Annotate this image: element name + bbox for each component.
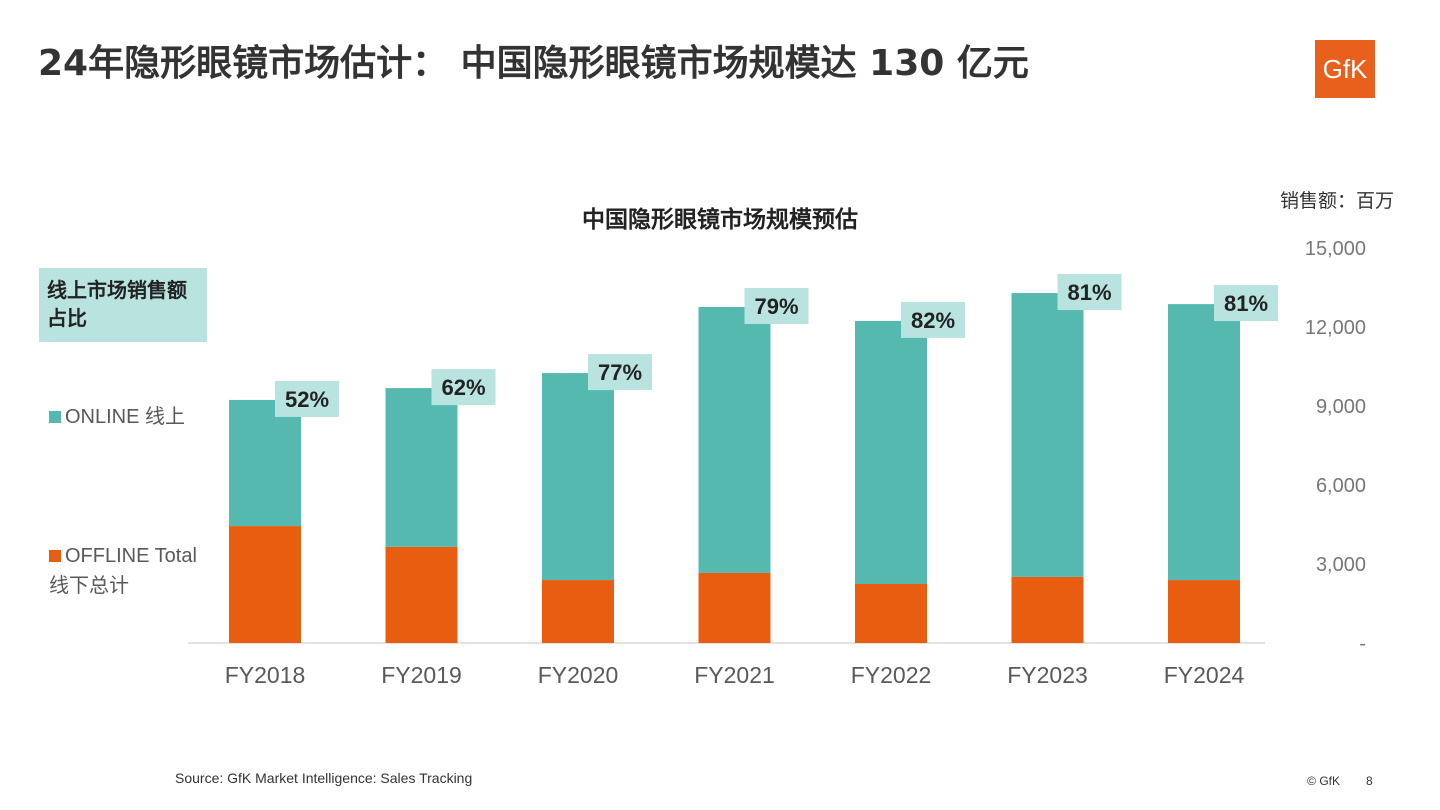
bar-online (229, 399, 301, 527)
share-label: 79% (754, 294, 798, 319)
share-label: 81% (1067, 280, 1111, 305)
page-title: 24年隐形眼镜市场估计： 中国隐形眼镜市场规模达 130 亿元 (38, 43, 1029, 84)
page-number: 8 (1366, 774, 1373, 788)
share-label-bg (744, 287, 809, 324)
share-legend-box: 线上市场销售额占比 (39, 268, 207, 342)
bar-offline (698, 572, 771, 643)
y-tick-label: 15,000 (1305, 238, 1366, 260)
x-tick-label: FY2023 (1007, 662, 1088, 688)
share-label-bg (1057, 274, 1122, 311)
legend-online-label: ONLINE 线上 (65, 406, 186, 428)
y-tick-label: 12,000 (1305, 317, 1366, 339)
y-tick-label: 6,000 (1316, 475, 1366, 497)
share-label-bg (901, 301, 965, 338)
bar-offline (542, 580, 614, 643)
bar-offline (855, 584, 927, 643)
y-tick-label: 9,000 (1316, 396, 1366, 418)
x-tick-label: FY2024 (1164, 662, 1245, 688)
x-tick-label: FY2021 (694, 662, 775, 688)
bar-offline (1168, 580, 1240, 643)
x-tick-label: FY2020 (538, 662, 619, 688)
bar-online (855, 320, 927, 585)
offline-swatch (49, 550, 61, 562)
source-note: Source: GfK Market Intelligence: Sales T… (175, 770, 473, 786)
bar-offline (385, 546, 458, 643)
y-tick-label: - (1359, 633, 1366, 655)
bar-online (385, 388, 458, 547)
bar-online (1011, 293, 1084, 577)
x-tick-label: FY2018 (225, 662, 306, 688)
share-label-bg (588, 354, 652, 391)
bar-offline (229, 526, 301, 643)
share-label: 77% (598, 360, 642, 385)
bar-online (1168, 304, 1240, 581)
share-label-bg (431, 369, 496, 406)
share-label: 82% (911, 308, 955, 333)
legend-offline-label: OFFLINE Total 线下总计 (49, 545, 197, 597)
share-label-bg (275, 380, 339, 417)
share-label: 52% (285, 387, 329, 412)
share-label-bg (1214, 285, 1278, 322)
bar-offline (1011, 576, 1084, 643)
share-label: 81% (1224, 291, 1268, 316)
gfk-logo: GfK (1315, 40, 1375, 98)
share-label: 62% (441, 375, 485, 400)
x-tick-label: FY2019 (381, 662, 462, 688)
legend-offline: OFFLINE Total 线下总计 (49, 541, 209, 601)
legend-online: ONLINE 线上 (49, 402, 185, 432)
unit-label: 销售额：百万 (1279, 190, 1394, 212)
copyright: © GfK (1307, 774, 1340, 788)
chart-title: 中国隐形眼镜市场规模预估 (582, 207, 858, 233)
online-swatch (49, 411, 61, 423)
bar-online (542, 373, 614, 581)
y-tick-label: 3,000 (1316, 554, 1366, 576)
bar-online (698, 306, 771, 573)
x-tick-label: FY2022 (851, 662, 932, 688)
